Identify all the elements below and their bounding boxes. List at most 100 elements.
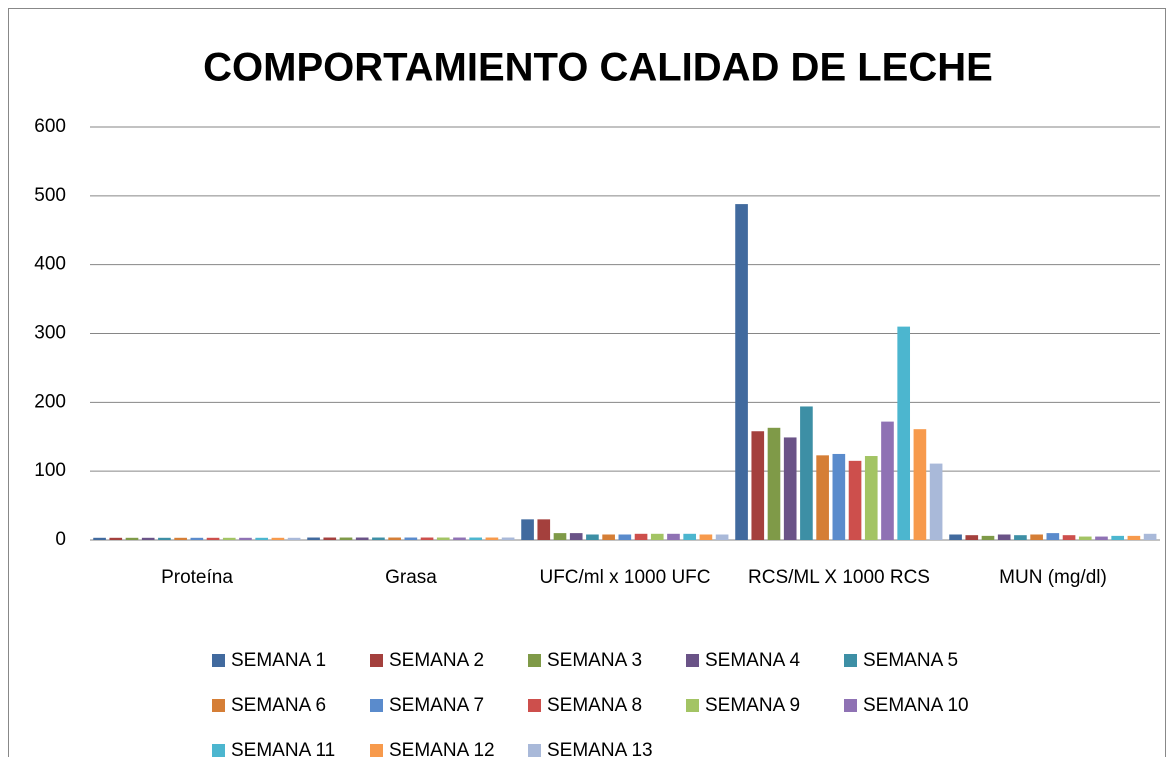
bar (1062, 535, 1076, 540)
bar (699, 534, 713, 540)
bar (436, 537, 450, 540)
bar (553, 533, 567, 540)
bar (537, 519, 551, 540)
bar (420, 537, 434, 540)
bar (453, 537, 466, 540)
legend-swatch (212, 654, 225, 667)
legend-label: SEMANA 10 (863, 695, 969, 716)
chart-title: COMPORTAMIENTO CALIDAD DE LECHE (203, 46, 993, 90)
legend-label: SEMANA 5 (863, 650, 958, 671)
bar (1030, 534, 1043, 540)
bar (404, 537, 418, 540)
bar (388, 537, 401, 540)
bar (1046, 533, 1060, 540)
bar (816, 455, 829, 540)
bar (501, 537, 515, 540)
bar (372, 537, 385, 540)
legend-swatch (528, 699, 541, 712)
legend-label: SEMANA 7 (389, 695, 484, 716)
x-tick-label: Grasa (385, 567, 437, 588)
bar (897, 326, 911, 540)
legend-swatch (370, 699, 383, 712)
bar (634, 533, 648, 540)
legend-swatch (528, 744, 541, 757)
y-tick-label: 300 (34, 323, 66, 344)
bar (141, 537, 155, 540)
bar (125, 537, 139, 540)
bar (602, 534, 615, 540)
bar (1143, 533, 1157, 540)
bar (997, 534, 1011, 540)
legend-swatch (370, 654, 383, 667)
bar (174, 537, 187, 540)
x-tick-label: MUN (mg/dl) (999, 567, 1107, 588)
bar (683, 533, 697, 540)
bar (751, 431, 765, 540)
bar (949, 534, 962, 540)
legend-label: SEMANA 4 (705, 650, 800, 671)
bar (485, 537, 499, 540)
bar (767, 427, 781, 540)
bar (1095, 536, 1108, 540)
bar (323, 537, 337, 540)
chart-frame (8, 8, 1166, 757)
bar (800, 406, 813, 540)
x-tick-label: UFC/ml x 1000 UFC (539, 567, 710, 588)
legend-swatch (844, 699, 857, 712)
bar (667, 533, 680, 540)
y-tick-label: 500 (34, 185, 66, 206)
legend-label: SEMANA 13 (547, 740, 653, 757)
bar (929, 463, 943, 540)
legend-swatch (212, 744, 225, 757)
bar (222, 537, 236, 540)
bar (93, 537, 106, 540)
bar (158, 537, 171, 540)
legend-label: SEMANA 8 (547, 695, 642, 716)
bar (1127, 535, 1141, 540)
legend-swatch (844, 654, 857, 667)
bar (981, 535, 995, 540)
bar (1014, 535, 1027, 540)
bar (190, 537, 204, 540)
y-tick-label: 200 (34, 391, 66, 412)
legend-label: SEMANA 1 (231, 650, 326, 671)
bar (1111, 535, 1125, 540)
bar (586, 534, 599, 540)
legend-label: SEMANA 9 (705, 695, 800, 716)
bar (881, 421, 894, 540)
legend-label: SEMANA 6 (231, 695, 326, 716)
bar (864, 456, 878, 540)
bar (271, 537, 285, 540)
legend-label: SEMANA 3 (547, 650, 642, 671)
bar (255, 537, 269, 540)
bar (913, 429, 927, 540)
y-tick-label: 0 (55, 529, 66, 550)
bar (832, 453, 846, 540)
bar (339, 537, 353, 540)
bar (239, 537, 252, 540)
x-tick-label: RCS/ML X 1000 RCS (748, 567, 930, 588)
legend-swatch (686, 699, 699, 712)
bar (569, 533, 583, 540)
y-tick-label: 400 (34, 254, 66, 275)
x-tick-label: Proteína (161, 567, 233, 588)
bar (355, 537, 369, 540)
bar (469, 537, 483, 540)
bar (715, 534, 729, 540)
y-tick-label: 100 (34, 460, 66, 481)
bar (735, 204, 748, 541)
bar (650, 533, 664, 540)
legend-swatch (212, 699, 225, 712)
legend-swatch (686, 654, 699, 667)
bar (206, 537, 220, 540)
bar (287, 537, 301, 540)
legend-label: SEMANA 2 (389, 650, 484, 671)
bar (307, 537, 320, 540)
legend-swatch (370, 744, 383, 757)
y-tick-label: 600 (34, 116, 66, 137)
bar (109, 537, 123, 540)
bar (618, 534, 632, 540)
bar (965, 535, 979, 540)
bar (783, 437, 797, 540)
bar (848, 460, 862, 540)
